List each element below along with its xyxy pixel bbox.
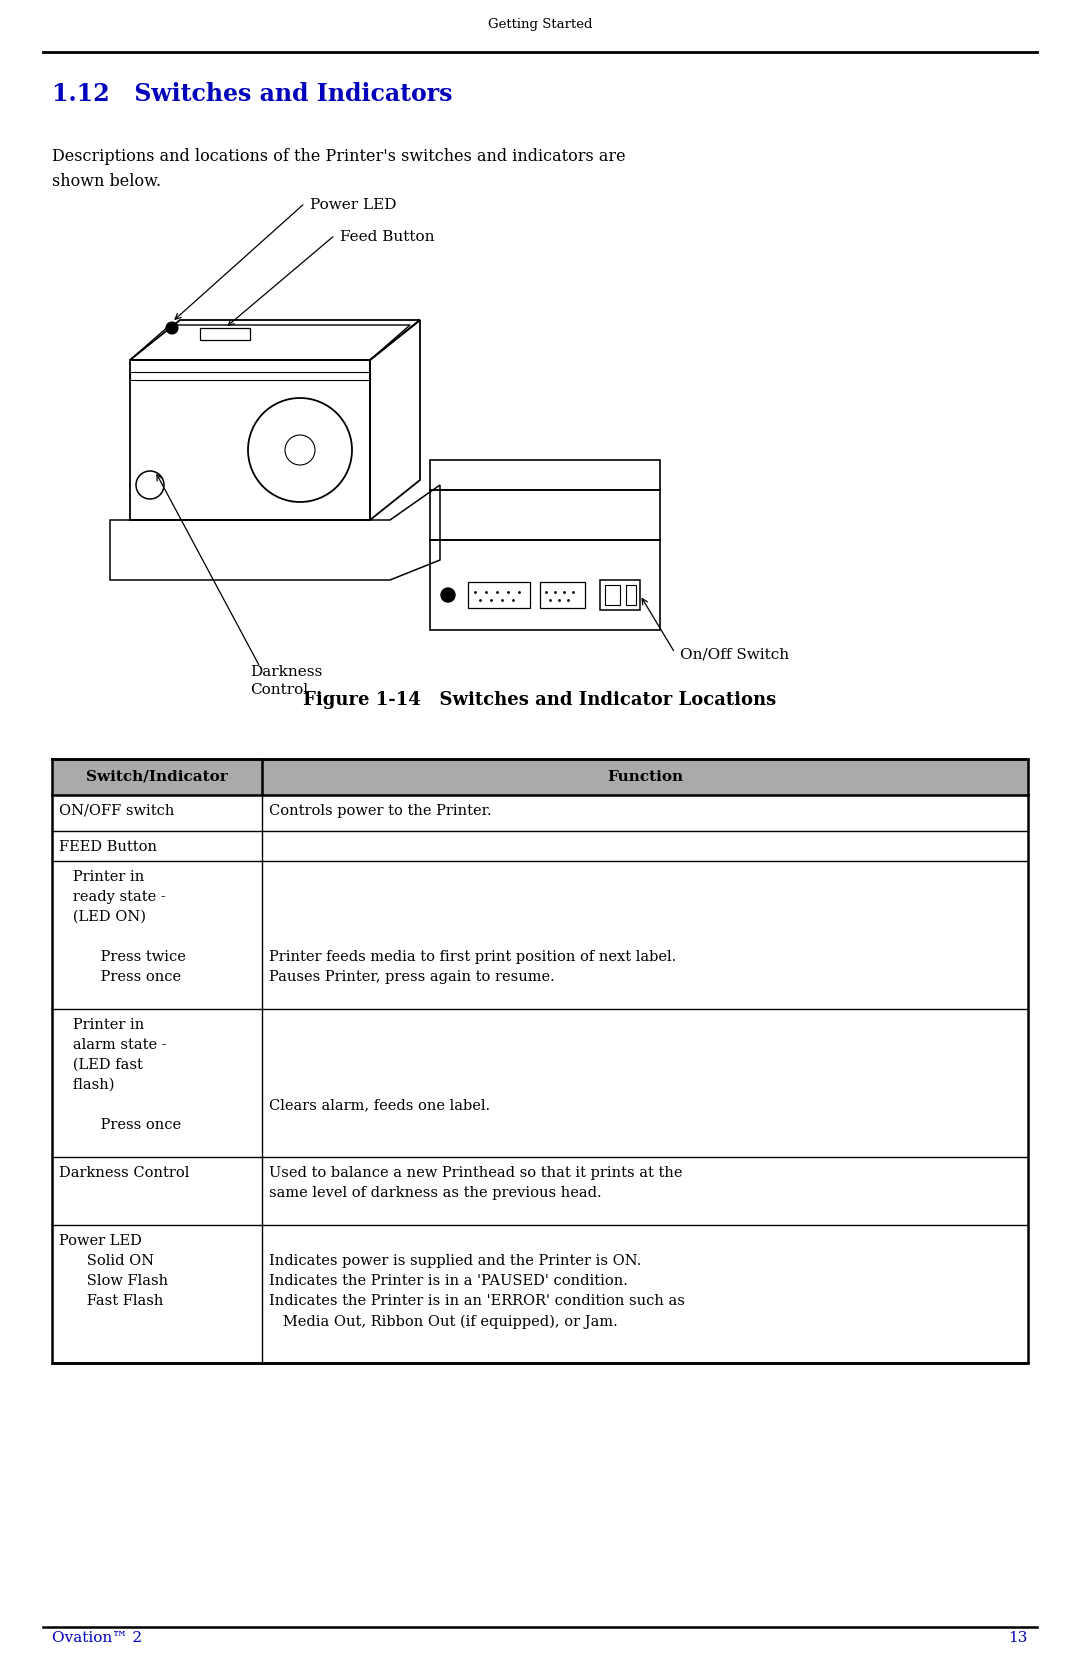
Text: FEED Button: FEED Button — [59, 840, 157, 855]
Bar — [130, 372, 370, 381]
Circle shape — [166, 322, 178, 334]
Text: Printer in
   alarm state -
   (LED fast
   flash)

         Press once: Printer in alarm state - (LED fast flash… — [59, 1018, 181, 1132]
Text: Switch/Indicator: Switch/Indicator — [86, 769, 228, 784]
Text: Indicates power is supplied and the Printer is ON.
Indicates the Printer is in a: Indicates power is supplied and the Prin… — [269, 1233, 685, 1329]
Bar — [430, 491, 660, 541]
Text: Function: Function — [607, 769, 683, 784]
Text: Getting Started: Getting Started — [488, 18, 592, 32]
Text: Printer feeds media to first print position of next label.
Pauses Printer, press: Printer feeds media to first print posit… — [269, 870, 676, 985]
Text: Darkness Control: Darkness Control — [59, 1167, 189, 1180]
Text: ON/OFF switch: ON/OFF switch — [59, 804, 174, 818]
Text: 13: 13 — [1009, 1631, 1028, 1646]
Text: On/Off Switch: On/Off Switch — [680, 648, 789, 663]
Text: Used to balance a new Printhead so that it prints at the
same level of darkness : Used to balance a new Printhead so that … — [269, 1167, 683, 1200]
Text: Clears alarm, feeds one label.: Clears alarm, feeds one label. — [269, 1018, 490, 1112]
Text: Power LED
      Solid ON
      Slow Flash
      Fast Flash: Power LED Solid ON Slow Flash Fast Flash — [59, 1233, 168, 1308]
Bar — [430, 541, 660, 629]
Text: Darkness
Control: Darkness Control — [249, 664, 322, 698]
Text: Printer in
   ready state -
   (LED ON)

         Press twice
         Press onc: Printer in ready state - (LED ON) Press … — [59, 870, 186, 985]
Bar — [200, 329, 249, 340]
Text: 1.12   Switches and Indicators: 1.12 Switches and Indicators — [52, 82, 453, 107]
Text: Figure 1-14   Switches and Indicator Locations: Figure 1-14 Switches and Indicator Locat… — [303, 691, 777, 709]
Text: Power LED: Power LED — [310, 199, 396, 212]
Bar — [52, 759, 1028, 794]
Text: Controls power to the Printer.: Controls power to the Printer. — [269, 804, 491, 818]
Bar — [626, 586, 636, 604]
Circle shape — [441, 587, 455, 603]
Text: Descriptions and locations of the Printer's switches and indicators are
shown be: Descriptions and locations of the Printe… — [52, 149, 625, 190]
Text: Ovation™ 2: Ovation™ 2 — [52, 1631, 143, 1646]
Text: Feed Button: Feed Button — [340, 230, 434, 244]
Bar — [600, 581, 640, 609]
Bar — [605, 586, 620, 604]
